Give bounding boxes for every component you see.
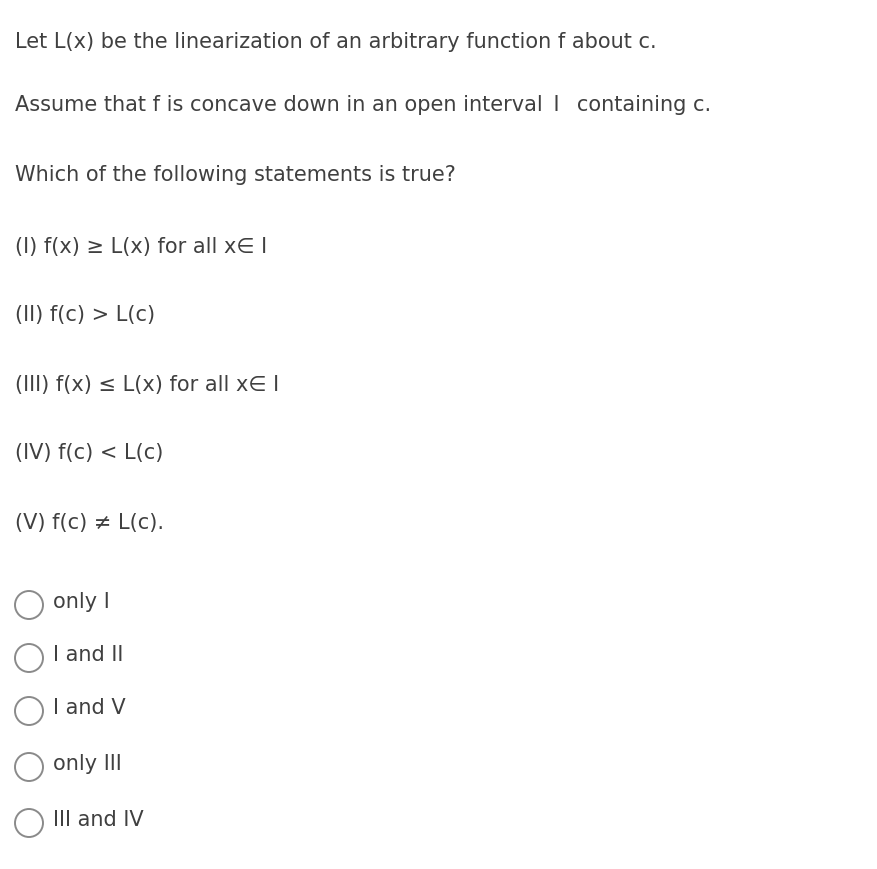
Text: (V) f(c) ≠ L(c).: (V) f(c) ≠ L(c).	[15, 513, 164, 533]
Text: Which of the following statements is true?: Which of the following statements is tru…	[15, 165, 455, 185]
Text: (I) f(x) ≥ L(x) for all x∈ I: (I) f(x) ≥ L(x) for all x∈ I	[15, 236, 267, 256]
Text: only I: only I	[53, 591, 110, 611]
Text: only III: only III	[53, 753, 122, 773]
Text: (III) f(x) ≤ L(x) for all x∈ I: (III) f(x) ≤ L(x) for all x∈ I	[15, 375, 279, 395]
Circle shape	[15, 697, 43, 725]
Circle shape	[15, 753, 43, 781]
Text: I and II: I and II	[53, 644, 124, 664]
Text: III and IV: III and IV	[53, 809, 144, 829]
Text: Assume that f is concave down in an open interval  I   containing c.: Assume that f is concave down in an open…	[15, 95, 710, 115]
Circle shape	[15, 644, 43, 673]
Text: (II) f(c) > L(c): (II) f(c) > L(c)	[15, 305, 155, 325]
Text: Let L(x) be the linearization of an arbitrary function f about c.: Let L(x) be the linearization of an arbi…	[15, 32, 656, 52]
Text: I and V: I and V	[53, 697, 125, 717]
Circle shape	[15, 809, 43, 837]
Circle shape	[15, 591, 43, 620]
Text: (IV) f(c) < L(c): (IV) f(c) < L(c)	[15, 442, 163, 462]
